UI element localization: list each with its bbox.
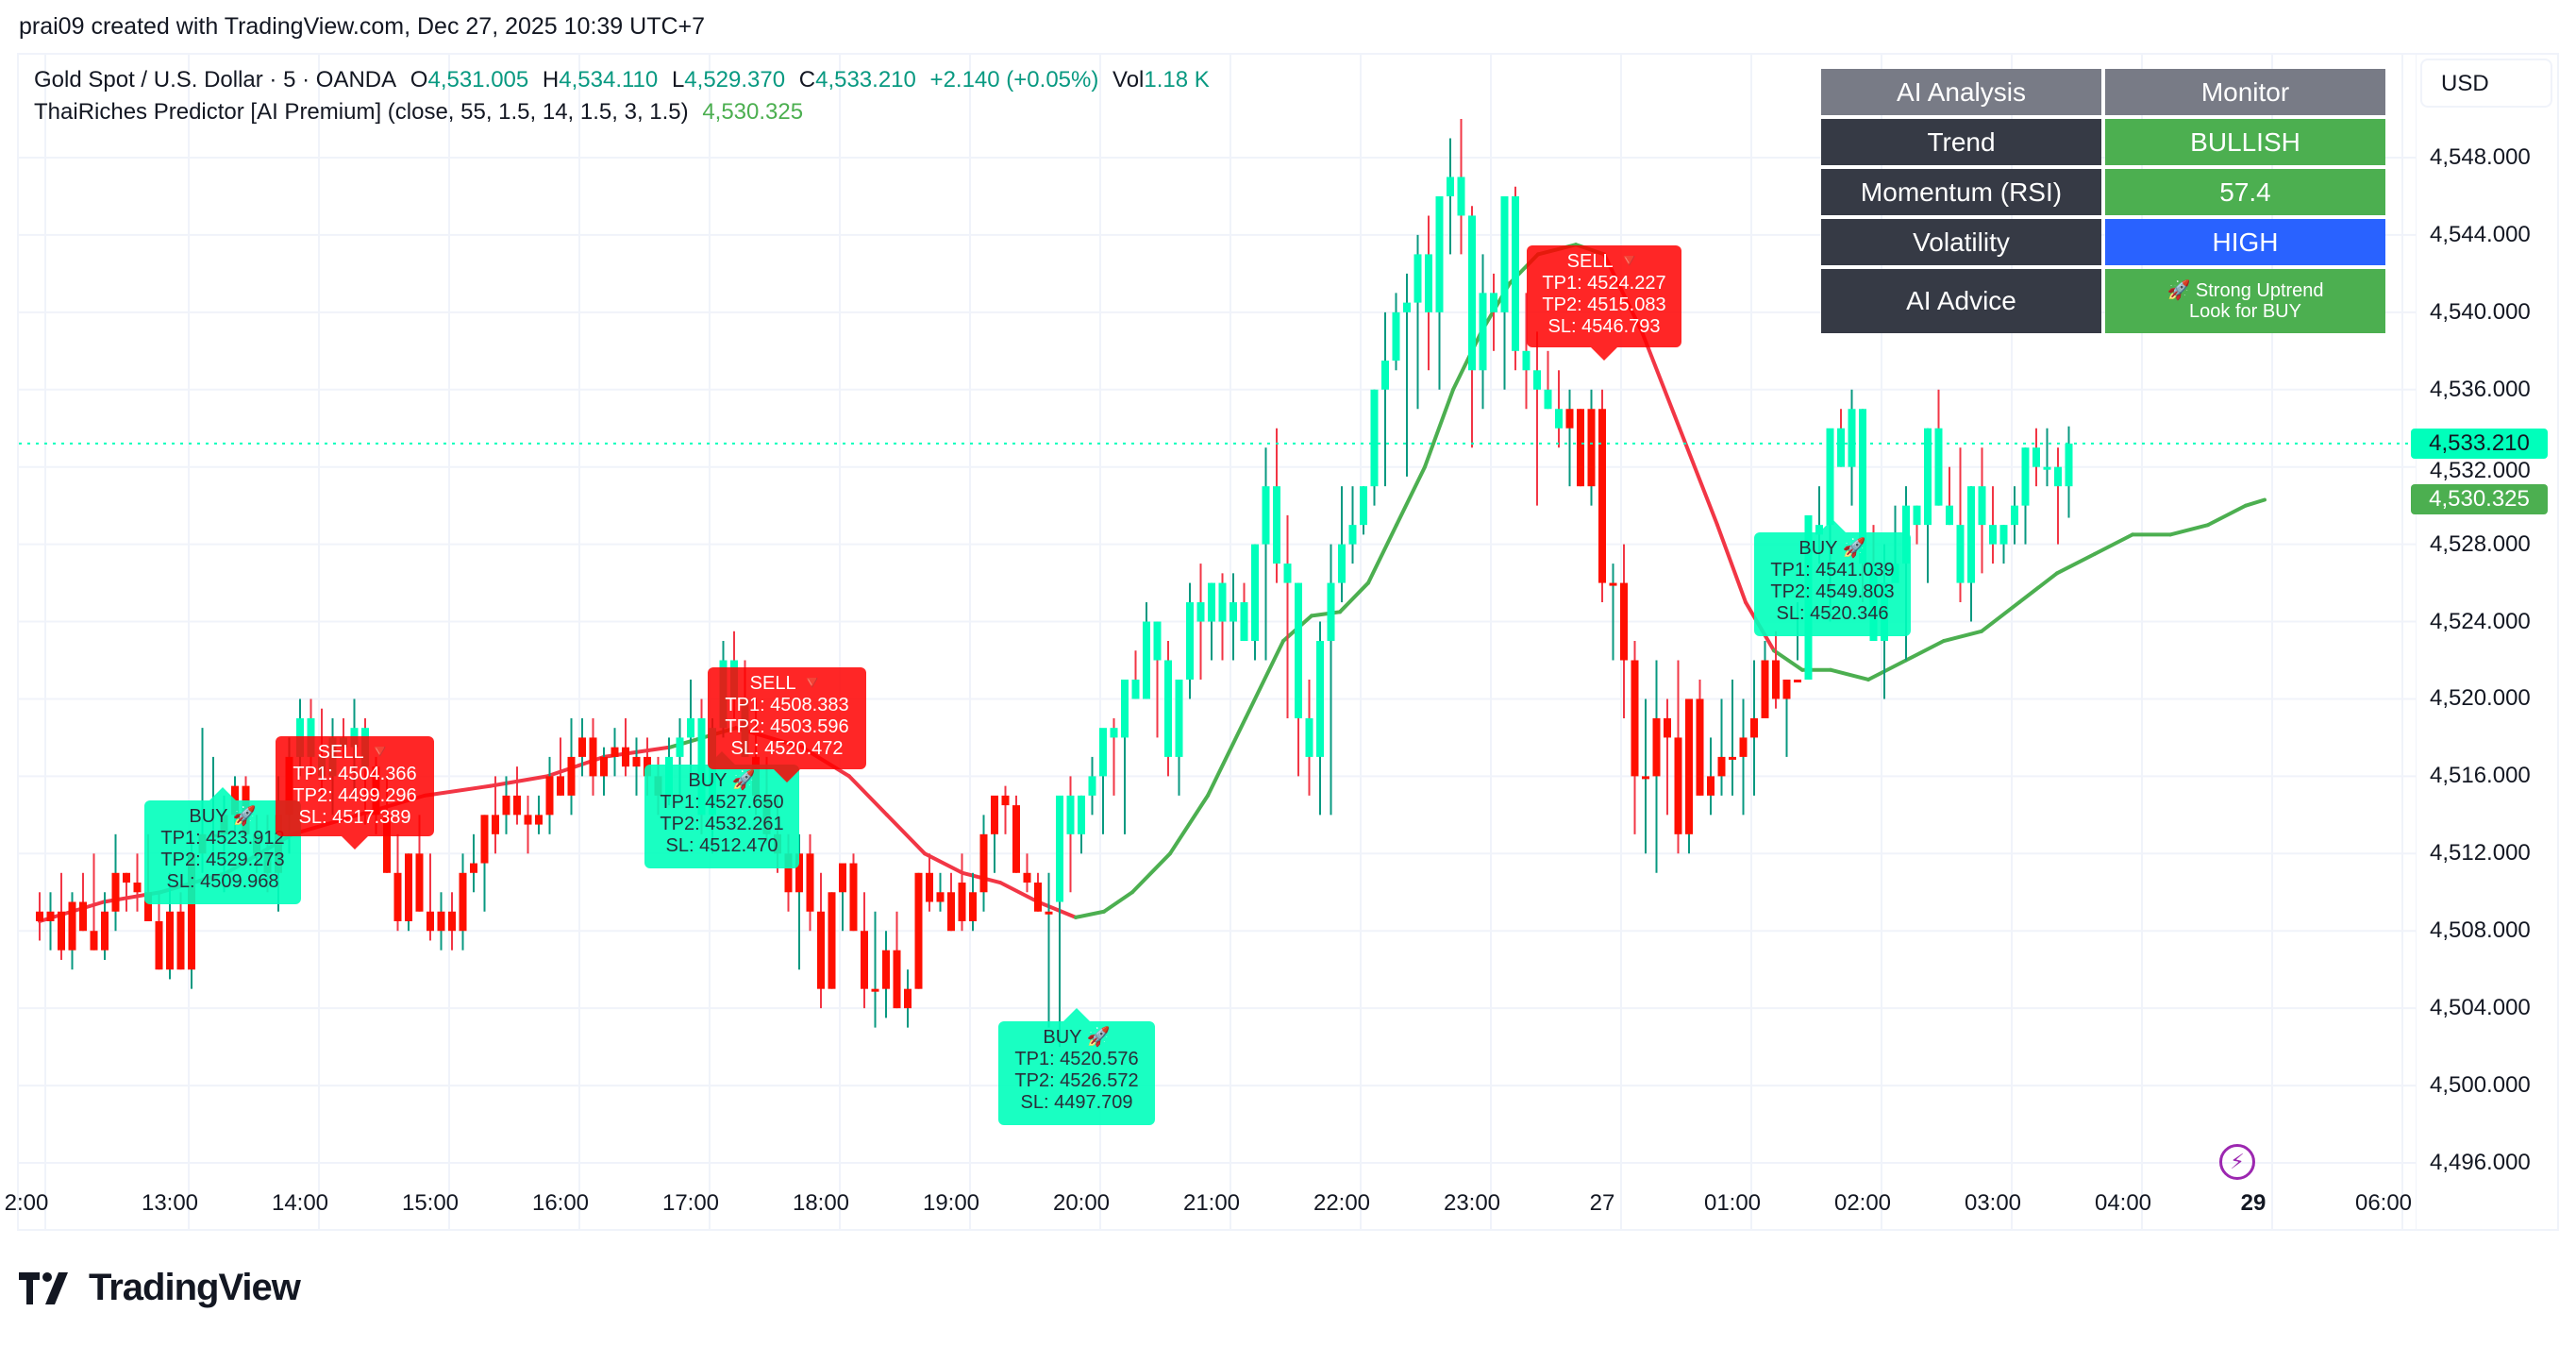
buy-signal-label: BUY 🚀 TP1: 4523.912 TP2: 4529.273 SL: 4509.… (144, 787, 301, 904)
sell-signal-label: SELL 🔻 TP1: 4504.366 TP2: 4499.296 SL: 4517… (276, 736, 434, 850)
time-tick: 01:00 (1703, 1190, 1762, 1216)
change-value: +2.140 (+0.05%) (929, 67, 1099, 93)
momentum-value: 57.4 (2105, 169, 2385, 215)
price-tick: 4,500.000 (2430, 1072, 2531, 1099)
buy-signal-label: BUY 🚀 TP1: 4520.576 TP2: 4526.572 SL: 4497.… (998, 1008, 1155, 1125)
time-tick: 03:00 (1964, 1190, 2022, 1216)
indicator-price-label: 4,530.325 (2411, 483, 2548, 514)
currency-button[interactable]: USD (2420, 59, 2552, 108)
price-axis[interactable]: 4,548.000 4,544.000 4,540.000 4,536.000 4,52… (2416, 55, 2558, 1229)
chart-frame (17, 53, 2559, 1231)
time-tick: 19:00 (922, 1190, 980, 1216)
last-price-label: 4,533.210 (2411, 428, 2548, 459)
time-tick: 27 (1589, 1190, 1615, 1216)
symbol-name[interactable]: Gold Spot / U.S. Dollar · 5 · OANDA (34, 67, 397, 93)
time-tick: 22:00 (1313, 1190, 1371, 1216)
trend-value: BULLISH (2105, 119, 2385, 165)
indicator-value: 4,530.325 (702, 99, 804, 125)
time-tick: 29 (2240, 1190, 2267, 1216)
time-tick: 06:00 (2354, 1190, 2413, 1216)
price-tick: 4,532.000 (2430, 457, 2531, 483)
time-tick: 14:00 (271, 1190, 329, 1216)
time-tick: 17:00 (661, 1190, 720, 1216)
time-tick: 21:00 (1182, 1190, 1241, 1216)
price-tick: 4,504.000 (2430, 995, 2531, 1021)
price-tick: 4,536.000 (2430, 376, 2531, 402)
table-header-monitor: Monitor (2105, 69, 2385, 115)
momentum-label: Momentum (RSI) (1821, 169, 2101, 215)
volatility-value: HIGH (2105, 219, 2385, 265)
indicator-name[interactable]: ThaiRiches Predictor [AI Premium] (close… (34, 99, 689, 125)
price-tick: 4,540.000 (2430, 298, 2531, 325)
buy-signal-label: BUY 🚀 TP1: 4541.039 TP2: 4549.803 SL: 4520.… (1754, 519, 1911, 636)
ai-analysis-table: AI Analysis Monitor Trend BULLISH Moment… (1817, 65, 2389, 337)
high-value: 4,534.110 (559, 67, 659, 93)
chart-caption: prai09 created with TradingView.com, Dec… (19, 13, 706, 40)
open-value: 4,531.005 (427, 67, 529, 93)
time-tick: 18:00 (792, 1190, 850, 1216)
price-tick: 4,516.000 (2430, 763, 2531, 789)
volatility-label: Volatility (1821, 219, 2101, 265)
low-value: 4,529.370 (684, 67, 786, 93)
tradingview-logo-icon (19, 1271, 68, 1304)
time-axis[interactable]: 2:00 13:00 14:00 15:00 16:00 17:00 18:00 19:00 2… (5, 1175, 2416, 1228)
chart-legend: Gold Spot / U.S. Dollar · 5 · OANDA O4,5… (34, 64, 1217, 128)
price-tick: 4,528.000 (2430, 530, 2531, 557)
close-value: 4,533.210 (815, 67, 916, 93)
price-tick: 4,508.000 (2430, 917, 2531, 944)
tradingview-brand: TradingView (89, 1267, 301, 1308)
ai-advice-label: AI Advice (1821, 269, 2101, 333)
time-tick: 20:00 (1052, 1190, 1111, 1216)
table-header-ai-analysis: AI Analysis (1821, 69, 2101, 115)
indicator-legend-row: ThaiRiches Predictor [AI Premium] (close… (34, 96, 1217, 128)
price-tick: 4,544.000 (2430, 221, 2531, 247)
price-tick: 4,524.000 (2430, 608, 2531, 634)
volume-value: 1.18 K (1144, 67, 1210, 93)
ai-advice-value: 🚀 Strong Uptrend Look for BUY (2105, 269, 2385, 333)
sell-signal-label: SELL 🔻 TP1: 4508.383 TP2: 4503.596 SL: 4520… (708, 667, 866, 782)
time-tick: 16:00 (531, 1190, 590, 1216)
price-tick: 4,512.000 (2430, 840, 2531, 866)
trend-label: Trend (1821, 119, 2101, 165)
tradingview-footer-logo: TradingView (19, 1267, 301, 1309)
symbol-legend-row: Gold Spot / U.S. Dollar · 5 · OANDA O4,5… (34, 67, 1210, 93)
time-tick: 15:00 (401, 1190, 460, 1216)
time-tick: 02:00 (1833, 1190, 1892, 1216)
time-tick: 23:00 (1443, 1190, 1501, 1216)
time-tick: 2:00 (4, 1190, 49, 1216)
price-tick: 4,520.000 (2430, 685, 2531, 712)
price-tick: 4,496.000 (2430, 1150, 2531, 1175)
buy-signal-label: BUY 🚀 TP1: 4527.650 TP2: 4532.261 SL: 4512.… (644, 751, 799, 868)
sell-signal-label: SELL 🔻 TP1: 4524.227 TP2: 4515.083 SL: 4546… (1527, 245, 1681, 361)
time-tick: 04:00 (2094, 1190, 2152, 1216)
lightning-event-icon[interactable]: ⚡ (2219, 1144, 2255, 1180)
price-tick: 4,548.000 (2430, 144, 2531, 170)
time-tick: 13:00 (141, 1190, 199, 1216)
